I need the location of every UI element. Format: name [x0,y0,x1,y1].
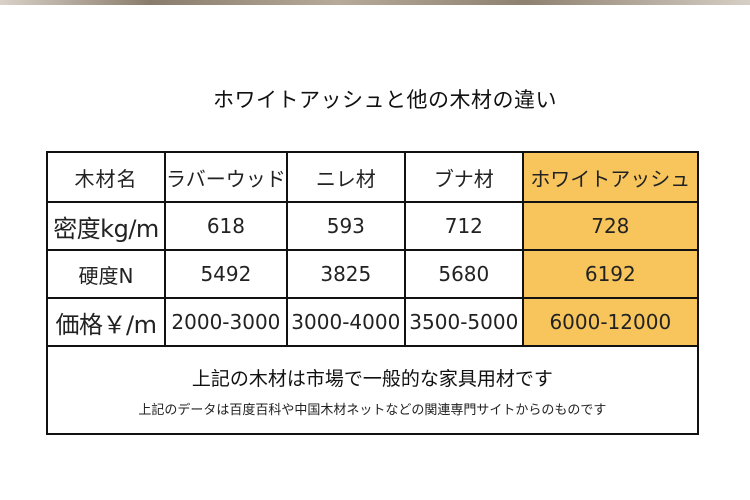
table-cell: 5492 [164,249,288,299]
table-cell-highlight: 6000-12000 [521,297,699,347]
header-elm: ニレ材 [285,151,406,203]
table-row-hardness: 硬度N 5492 3825 5680 6192 [46,249,699,299]
table-cell: 2000-3000 [164,297,288,347]
header-wood-name: 木材名 [46,151,166,203]
table-cell: 3825 [285,249,406,299]
table-cell: 618 [164,201,288,251]
footer-source-note: 上記のデータは百度百科や中国木材ネットなどの関連専門サイトからのものです [138,403,607,418]
table-cell: 3500-5000 [403,297,524,347]
table-cell-highlight: 6192 [521,249,699,299]
table-row-price: 価格￥/m 2000-3000 3000-4000 3500-5000 6000… [46,297,699,347]
top-image-strip [0,0,750,5]
row-label-hardness: 硬度N [46,249,166,299]
table-footer-row: 上記の木材は市場で一般的な家具用材です 上記のデータは百度百科や中国木材ネットな… [46,345,699,435]
table-cell: 3000-4000 [285,297,406,347]
header-rubberwood: ラバーウッド [164,151,288,203]
footer-main-note: 上記の木材は市場で一般的な家具用材です [191,368,553,390]
table-cell: 712 [403,201,524,251]
page-title: ホワイトアッシュと他の木材の違い [213,88,557,112]
row-label-price: 価格￥/m [46,297,166,347]
table-cell-highlight: 728 [521,201,699,251]
row-label-density: 密度kg/m [46,201,166,251]
wood-comparison-table: 木材名 ラバーウッド ニレ材 ブナ材 ホワイトアッシュ 密度kg/m 618 5… [46,151,699,435]
table-cell: 593 [285,201,406,251]
footer-note-cell: 上記の木材は市場で一般的な家具用材です 上記のデータは百度百科や中国木材ネットな… [46,345,699,435]
header-beech: ブナ材 [403,151,524,203]
table-cell: 5680 [403,249,524,299]
header-white-ash: ホワイトアッシュ [521,151,699,203]
table-header-row: 木材名 ラバーウッド ニレ材 ブナ材 ホワイトアッシュ [46,151,699,203]
table-row-density: 密度kg/m 618 593 712 728 [46,201,699,251]
